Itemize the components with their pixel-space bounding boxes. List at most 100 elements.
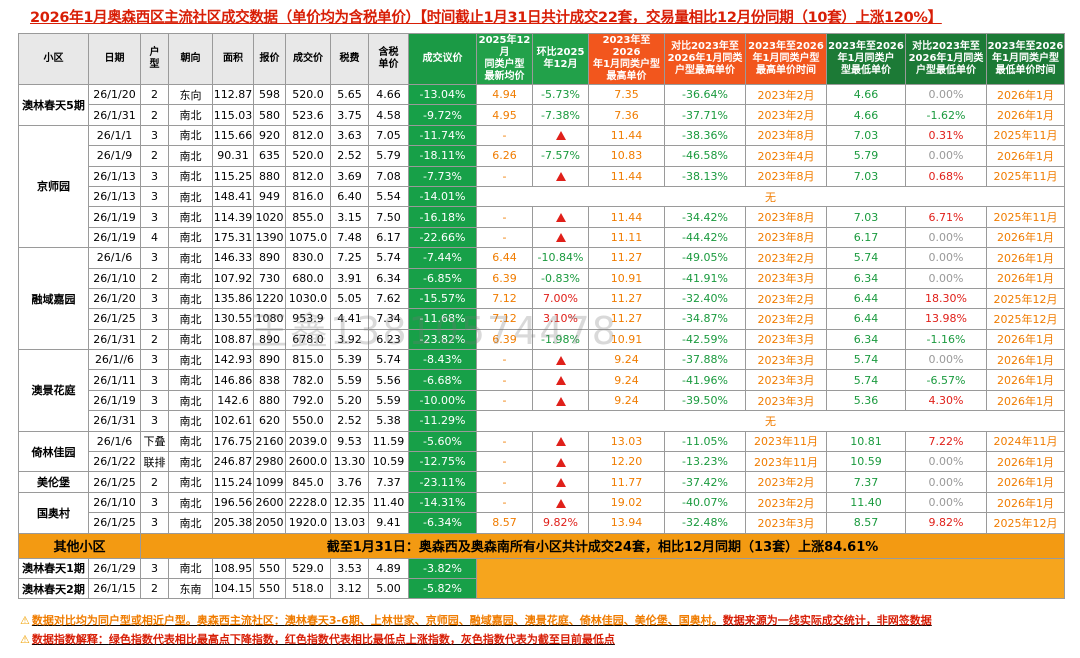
table-cell: -41.91% xyxy=(664,267,746,289)
table-cell: 2023年11月 xyxy=(745,451,827,473)
table-cell: -38.36% xyxy=(664,124,746,147)
column-header: 环比2025 年12月 xyxy=(532,33,589,85)
table-cell: 南北 xyxy=(168,389,213,412)
table-cell: 2 xyxy=(140,83,169,106)
table-cell: 2026年1月 xyxy=(986,369,1065,391)
blank-fill xyxy=(476,557,1065,600)
table-cell: -11.68% xyxy=(408,308,477,330)
table-cell: 南北 xyxy=(168,247,213,269)
table-cell: 7.34 xyxy=(368,308,409,330)
column-header: 2023年至2026 年1月同类户型 最低单价时间 xyxy=(986,33,1065,85)
table-cell: 南北 xyxy=(168,165,213,187)
table-cell: 949 xyxy=(253,185,286,208)
table-row: 26/1/13 3 南北 148.41 949 816.0 6.40 5.54 -14.01% 无 xyxy=(19,185,1065,208)
table-cell: 26/1/6 xyxy=(88,430,141,453)
table-cell: -6.57% xyxy=(905,369,987,391)
table-cell: 2023年3月 xyxy=(745,349,827,371)
table-cell: 0.00% xyxy=(905,145,987,167)
table-cell: 6.23 xyxy=(368,328,409,351)
table-cell: 2228.0 xyxy=(285,491,331,514)
table-cell: 9.24 xyxy=(588,369,665,391)
table-cell: -42.59% xyxy=(664,328,746,351)
table-cell: 11.40 xyxy=(826,491,906,514)
table-row: 26/1/19 3 南北 114.39 1020 855.0 3.15 7.50 -16.18%… xyxy=(19,206,1065,228)
table-cell: 3 xyxy=(140,389,169,412)
table-cell: 12.35 xyxy=(330,491,369,514)
table-row: 26/1/9 2 南北 90.31 635 520.0 2.52 5.79 -18.11% 6.2… xyxy=(19,145,1065,167)
table-cell: 1920.0 xyxy=(285,512,331,534)
table-cell: 3.63 xyxy=(330,124,369,147)
table-cell: 26/1/19 xyxy=(88,389,141,412)
table-cell: 2023年2月 xyxy=(745,83,827,106)
table-cell: 112.87 xyxy=(212,83,254,106)
table-cell: -13.04% xyxy=(408,83,477,106)
table-cell: 5.05 xyxy=(330,287,369,310)
column-header: 成交价 xyxy=(285,33,331,85)
table-cell: 南北 xyxy=(168,124,213,147)
community-name: 澳林春天1期 xyxy=(18,557,89,579)
table-cell: 11.27 xyxy=(588,308,665,330)
table-cell: 0.00% xyxy=(905,226,987,249)
table-cell: 890 xyxy=(253,247,286,269)
table-cell: 3 xyxy=(140,349,169,371)
table-cell: 11.44 xyxy=(588,165,665,187)
table-cell: 18.30% xyxy=(905,287,987,310)
table-cell: 2023年11月 xyxy=(745,430,827,453)
other-summary: 截至1月31日：奥森西及奥森南所有小区共计成交24套，相比12月同期（13套）上… xyxy=(140,532,1065,559)
table-cell: 2600 xyxy=(253,491,286,514)
table-cell: 5.56 xyxy=(368,369,409,391)
table-cell: 0.31% xyxy=(905,124,987,147)
table-cell: 2160 xyxy=(253,430,286,453)
table-cell: 830.0 xyxy=(285,247,331,269)
table-cell: 2026年1月 xyxy=(986,104,1065,126)
table-cell: 11.44 xyxy=(588,124,665,147)
table-cell: -8.43% xyxy=(408,349,477,371)
table-cell: 4.66 xyxy=(368,83,409,106)
table-row: 澳林春天1期 26/1/29 3 南北 108.95 550 529.0 3.53 4.89 -3… xyxy=(18,557,1065,600)
table-cell: 26/1/31 xyxy=(88,328,141,351)
table-cell: 5.54 xyxy=(368,185,409,208)
table-cell: 3 xyxy=(140,369,169,391)
table-cell: 南北 xyxy=(168,512,213,534)
table-cell xyxy=(532,491,589,514)
table-cell: 26/1/11 xyxy=(88,369,141,391)
table-cell: 3.91 xyxy=(330,267,369,289)
table-cell: -11.29% xyxy=(408,410,477,432)
table-cell xyxy=(532,369,589,391)
table-cell: 26/1/25 xyxy=(88,471,141,493)
table-cell: 南北 xyxy=(168,226,213,249)
table-cell: 580 xyxy=(253,104,286,126)
table-cell: 196.56 xyxy=(212,491,254,514)
table-cell: 7.37 xyxy=(368,471,409,493)
table-cell: -32.48% xyxy=(664,512,746,534)
table-cell: 730 xyxy=(253,267,286,289)
table-cell: -5.82% xyxy=(408,577,477,600)
table-row: 澳林春天5期 26/1/20 2 东向 112.87 598 520.0 5.65 4.66 -1… xyxy=(18,83,1065,126)
table-cell: 7.35 xyxy=(588,83,665,106)
table-cell: 2023年2月 xyxy=(745,471,827,493)
table-cell: 南北 xyxy=(168,349,213,371)
table-cell: 7.00% xyxy=(532,287,589,310)
table-cell: 4 xyxy=(140,226,169,249)
table-cell xyxy=(532,430,589,453)
table-cell: 26/1/22 xyxy=(88,451,141,473)
table-cell: - xyxy=(476,349,533,371)
table-cell: 6.39 xyxy=(476,328,533,351)
table-row: 融域嘉园 26/1/6 3 南北 146.33 890 830.0 7.25 5.74 -7.44… xyxy=(18,247,1065,351)
table-cell: 6.40 xyxy=(330,185,369,208)
table-row: 国奥村 26/1/10 3 南北 196.56 2600 2228.0 12.35 11.40-… xyxy=(18,491,1065,534)
table-cell: 518.0 xyxy=(285,577,331,600)
table-cell: -6.85% xyxy=(408,267,477,289)
table-cell: 3.10% xyxy=(532,308,589,330)
table-cell: 26/1/29 xyxy=(88,557,141,579)
table-cell: 南北 xyxy=(168,410,213,432)
table-cell: 845.0 xyxy=(285,471,331,493)
table-cell: -9.72% xyxy=(408,104,477,126)
merged-note: 无 xyxy=(476,410,1065,432)
table-cell: 146.86 xyxy=(212,369,254,391)
table-cell: -5.73% xyxy=(532,83,589,106)
table-cell: 635 xyxy=(253,145,286,167)
table-cell: -10.84% xyxy=(532,247,589,269)
table-cell: 890 xyxy=(253,328,286,351)
table-cell: 6.34 xyxy=(826,267,906,289)
